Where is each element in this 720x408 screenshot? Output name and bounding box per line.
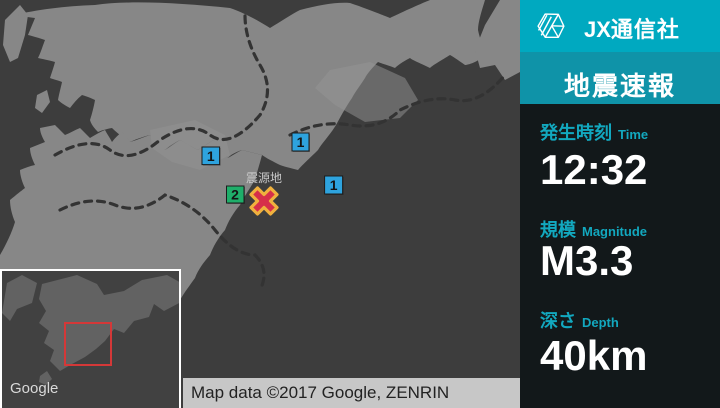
svg-text:1: 1 <box>297 134 305 150</box>
svg-text:2: 2 <box>231 187 239 203</box>
svg-text:1: 1 <box>330 177 338 193</box>
svg-text:1: 1 <box>207 148 215 164</box>
svg-text:震源地: 震源地 <box>246 171 282 185</box>
svg-text:Google: Google <box>10 380 58 397</box>
